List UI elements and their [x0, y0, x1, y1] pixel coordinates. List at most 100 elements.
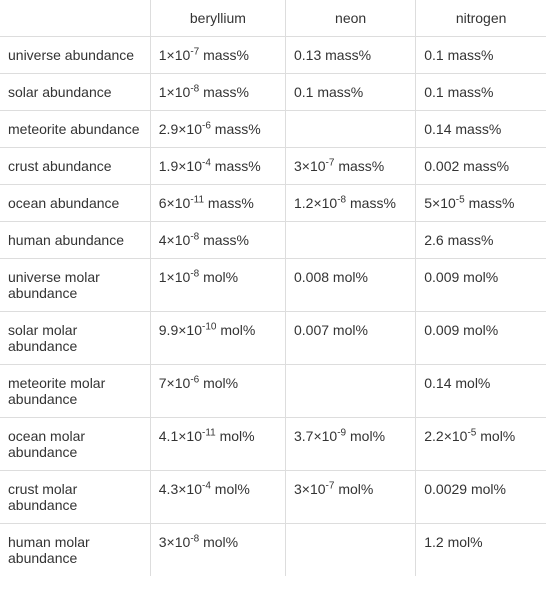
- data-cell: 4.3×10-4 mol%: [150, 471, 285, 524]
- data-cell: 0.14 mol%: [416, 365, 546, 418]
- exponent: -4: [202, 157, 211, 168]
- sci-value: 3×10-8 mol%: [159, 534, 238, 550]
- data-cell: 0.14 mass%: [416, 111, 546, 148]
- exponent: -9: [337, 427, 346, 438]
- header-nitrogen: nitrogen: [416, 0, 546, 37]
- data-cell: 2.9×10-6 mass%: [150, 111, 285, 148]
- sci-value: 7×10-6 mol%: [159, 375, 238, 391]
- data-cell: 1.2 mol%: [416, 524, 546, 577]
- data-cell: 3×10-7 mol%: [286, 471, 416, 524]
- row-label: crust abundance: [0, 148, 150, 185]
- sci-value: 9.9×10-10 mol%: [159, 322, 256, 338]
- exponent: -10: [202, 321, 216, 332]
- data-cell: 0.0029 mol%: [416, 471, 546, 524]
- data-cell: 5×10-5 mass%: [416, 185, 546, 222]
- sci-value: 4.3×10-4 mol%: [159, 481, 250, 497]
- row-label: human molar abundance: [0, 524, 150, 577]
- table-row: human abundance 4×10-8 mass% 2.6 mass%: [0, 222, 546, 259]
- exponent: -4: [202, 480, 211, 491]
- data-cell: 0.009 mol%: [416, 312, 546, 365]
- table-row: solar abundance 1×10-8 mass% 0.1 mass%0.1 …: [0, 74, 546, 111]
- exponent: -8: [190, 268, 199, 279]
- sci-value: 6×10-11 mass%: [159, 195, 254, 211]
- row-label: solar molar abundance: [0, 312, 150, 365]
- exponent: -6: [190, 374, 199, 385]
- abundance-table: beryllium neon nitrogen universe abundan…: [0, 0, 546, 576]
- sci-value: 2.2×10-5 mol%: [424, 428, 515, 444]
- header-row: beryllium neon nitrogen: [0, 0, 546, 37]
- row-label: meteorite abundance: [0, 111, 150, 148]
- data-cell: 1.2×10-8 mass%: [286, 185, 416, 222]
- data-cell: 7×10-6 mol%: [150, 365, 285, 418]
- table-body: universe abundance 1×10-7 mass% 0.13 mass%…: [0, 37, 546, 577]
- data-cell: [286, 524, 416, 577]
- sci-value: 1×10-8 mass%: [159, 84, 249, 100]
- sci-value: 3.7×10-9 mol%: [294, 428, 385, 444]
- sci-value: 1.2×10-8 mass%: [294, 195, 396, 211]
- data-cell: [286, 222, 416, 259]
- data-cell: 4×10-8 mass%: [150, 222, 285, 259]
- row-label: human abundance: [0, 222, 150, 259]
- data-cell: [286, 111, 416, 148]
- exponent: -7: [326, 480, 335, 491]
- exponent: -6: [202, 120, 211, 131]
- exponent: -7: [190, 46, 199, 57]
- row-label: universe abundance: [0, 37, 150, 74]
- sci-value: 2.9×10-6 mass%: [159, 121, 261, 137]
- data-cell: 2.2×10-5 mol%: [416, 418, 546, 471]
- sci-value: 4.1×10-11 mol%: [159, 428, 255, 444]
- data-cell: 0.1 mass%: [416, 74, 546, 111]
- data-cell: 0.002 mass%: [416, 148, 546, 185]
- exponent: -11: [190, 194, 204, 205]
- sci-value: 3×10-7 mass%: [294, 158, 384, 174]
- exponent: -8: [190, 533, 199, 544]
- data-cell: 6×10-11 mass%: [150, 185, 285, 222]
- data-cell: 3×10-8 mol%: [150, 524, 285, 577]
- sci-value: 1×10-8 mol%: [159, 269, 238, 285]
- row-label: meteorite molar abundance: [0, 365, 150, 418]
- exponent: -8: [337, 194, 346, 205]
- table-row: universe abundance 1×10-7 mass% 0.13 mass%…: [0, 37, 546, 74]
- row-label: crust molar abundance: [0, 471, 150, 524]
- data-cell: 2.6 mass%: [416, 222, 546, 259]
- sci-value: 1×10-7 mass%: [159, 47, 249, 63]
- data-cell: 1×10-8 mol%: [150, 259, 285, 312]
- data-cell: 0.007 mol%: [286, 312, 416, 365]
- table-row: meteorite molar abundance 7×10-6 mol% 0.14…: [0, 365, 546, 418]
- row-label: universe molar abundance: [0, 259, 150, 312]
- data-cell: [286, 365, 416, 418]
- sci-value: 4×10-8 mass%: [159, 232, 249, 248]
- sci-value: 5×10-5 mass%: [424, 195, 514, 211]
- exponent: -5: [467, 427, 476, 438]
- exponent: -5: [456, 194, 465, 205]
- data-cell: 1.9×10-4 mass%: [150, 148, 285, 185]
- table-row: ocean molar abundance 4.1×10-11 mol% 3.7×1…: [0, 418, 546, 471]
- exponent: -11: [202, 427, 216, 438]
- exponent: -7: [326, 157, 335, 168]
- row-label: ocean molar abundance: [0, 418, 150, 471]
- table-row: ocean abundance 6×10-11 mass% 1.2×10-8 mas…: [0, 185, 546, 222]
- data-cell: 0.1 mass%: [286, 74, 416, 111]
- table-row: solar molar abundance 9.9×10-10 mol% 0.007…: [0, 312, 546, 365]
- sci-value: 3×10-7 mol%: [294, 481, 373, 497]
- row-label: ocean abundance: [0, 185, 150, 222]
- data-cell: 0.13 mass%: [286, 37, 416, 74]
- exponent: -8: [190, 83, 199, 94]
- data-cell: 0.1 mass%: [416, 37, 546, 74]
- header-beryllium: beryllium: [150, 0, 285, 37]
- header-neon: neon: [286, 0, 416, 37]
- data-cell: 4.1×10-11 mol%: [150, 418, 285, 471]
- table-row: crust molar abundance 4.3×10-4 mol% 3×10-7…: [0, 471, 546, 524]
- data-cell: 1×10-7 mass%: [150, 37, 285, 74]
- table-row: crust abundance 1.9×10-4 mass% 3×10-7 mass…: [0, 148, 546, 185]
- row-label: solar abundance: [0, 74, 150, 111]
- header-empty: [0, 0, 150, 37]
- data-cell: 0.008 mol%: [286, 259, 416, 312]
- exponent: -8: [190, 231, 199, 242]
- sci-value: 1.9×10-4 mass%: [159, 158, 261, 174]
- data-cell: 3.7×10-9 mol%: [286, 418, 416, 471]
- data-cell: 9.9×10-10 mol%: [150, 312, 285, 365]
- table-row: human molar abundance 3×10-8 mol% 1.2 mol%: [0, 524, 546, 577]
- table-row: meteorite abundance 2.9×10-6 mass% 0.14 ma…: [0, 111, 546, 148]
- data-cell: 3×10-7 mass%: [286, 148, 416, 185]
